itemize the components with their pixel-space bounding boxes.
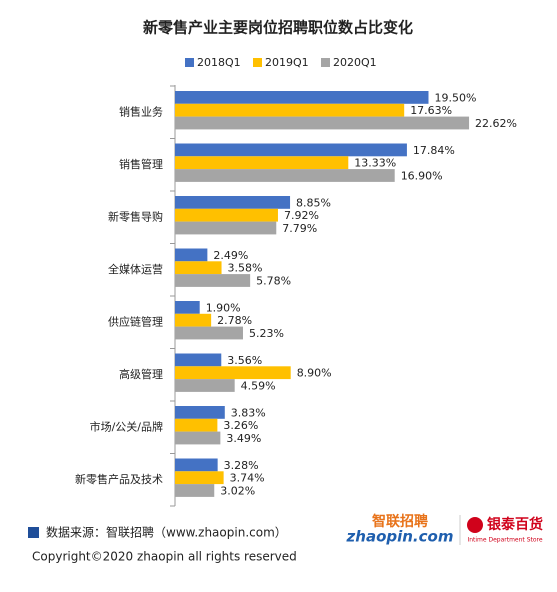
bar <box>175 248 208 262</box>
bar <box>175 406 225 419</box>
legend-label: 2018Q1 <box>197 56 241 69</box>
bar <box>175 156 349 170</box>
legend-swatch <box>253 58 262 67</box>
value-label: 1.90% <box>206 301 241 314</box>
chart-title: 新零售产业主要岗位招聘职位数占比变化 <box>143 19 413 37</box>
bar <box>175 91 429 104</box>
bar <box>175 116 470 130</box>
value-label: 17.63% <box>410 104 452 117</box>
y-tick-label: 供应链管理 <box>108 314 163 328</box>
value-label: 2.78% <box>217 314 252 327</box>
y-tick-label: 新零售产品及技术 <box>75 472 163 486</box>
bar <box>175 261 222 275</box>
value-label: 22.62% <box>475 117 517 130</box>
value-label: 3.02% <box>220 485 255 498</box>
value-label: 4.59% <box>241 380 276 393</box>
value-label: 16.90% <box>401 170 443 183</box>
bar <box>175 103 405 117</box>
bar <box>175 221 277 235</box>
bar <box>175 418 218 432</box>
bar <box>175 366 291 380</box>
logo-zhaopin-url: zhaopin.com <box>346 528 454 546</box>
value-label: 7.92% <box>284 209 319 222</box>
logo-intime-icon <box>467 517 483 533</box>
y-tick-label: 高级管理 <box>119 367 163 381</box>
legend-label: 2020Q1 <box>333 56 377 69</box>
legend-label: 2019Q1 <box>265 56 309 69</box>
value-label: 19.50% <box>435 91 477 104</box>
logo-zhaopin: 智联招聘 <box>371 513 428 530</box>
value-label: 3.58% <box>228 262 263 275</box>
value-label: 3.26% <box>223 419 258 432</box>
bar <box>175 326 243 340</box>
y-tick-label: 销售业务 <box>119 104 163 118</box>
y-tick-label: 市场/公关/品牌 <box>90 419 163 433</box>
value-label: 8.90% <box>297 367 332 380</box>
logo-intime-en: Intime Department Store <box>467 537 542 544</box>
bar <box>175 313 212 327</box>
copyright: Copyright©2020 zhaopin all rights reserv… <box>32 550 297 564</box>
value-label: 17.84% <box>413 144 455 157</box>
legend-swatch <box>321 58 330 67</box>
logo-intime: 银泰百货 <box>487 516 543 533</box>
bar <box>175 484 215 497</box>
value-label: 7.79% <box>282 222 317 235</box>
bar <box>175 169 395 182</box>
bar <box>175 208 278 222</box>
bar <box>175 196 291 209</box>
y-tick-label: 销售管理 <box>119 157 163 171</box>
value-label: 3.74% <box>230 472 265 485</box>
y-tick-label: 全媒体运营 <box>108 262 163 276</box>
bar <box>175 431 221 445</box>
value-label: 8.85% <box>296 196 331 209</box>
value-label: 3.56% <box>227 354 262 367</box>
bar <box>175 379 235 392</box>
value-label: 3.28% <box>224 459 259 472</box>
bar <box>175 301 200 314</box>
y-tick-label: 新零售导购 <box>108 209 163 223</box>
value-label: 13.33% <box>354 157 396 170</box>
value-label: 3.83% <box>231 406 266 419</box>
bar <box>175 274 251 287</box>
value-label: 3.49% <box>226 432 261 445</box>
bar <box>175 458 218 472</box>
bar <box>175 353 222 367</box>
value-label: 5.78% <box>256 275 291 288</box>
source: 数据来源：智联招聘（www.zhaopin.com） <box>46 525 287 540</box>
value-label: 2.49% <box>213 249 248 262</box>
bar <box>175 143 407 157</box>
bar <box>175 471 224 485</box>
legend-swatch <box>185 58 194 67</box>
value-label: 5.23% <box>249 327 284 340</box>
source-icon <box>28 527 39 538</box>
